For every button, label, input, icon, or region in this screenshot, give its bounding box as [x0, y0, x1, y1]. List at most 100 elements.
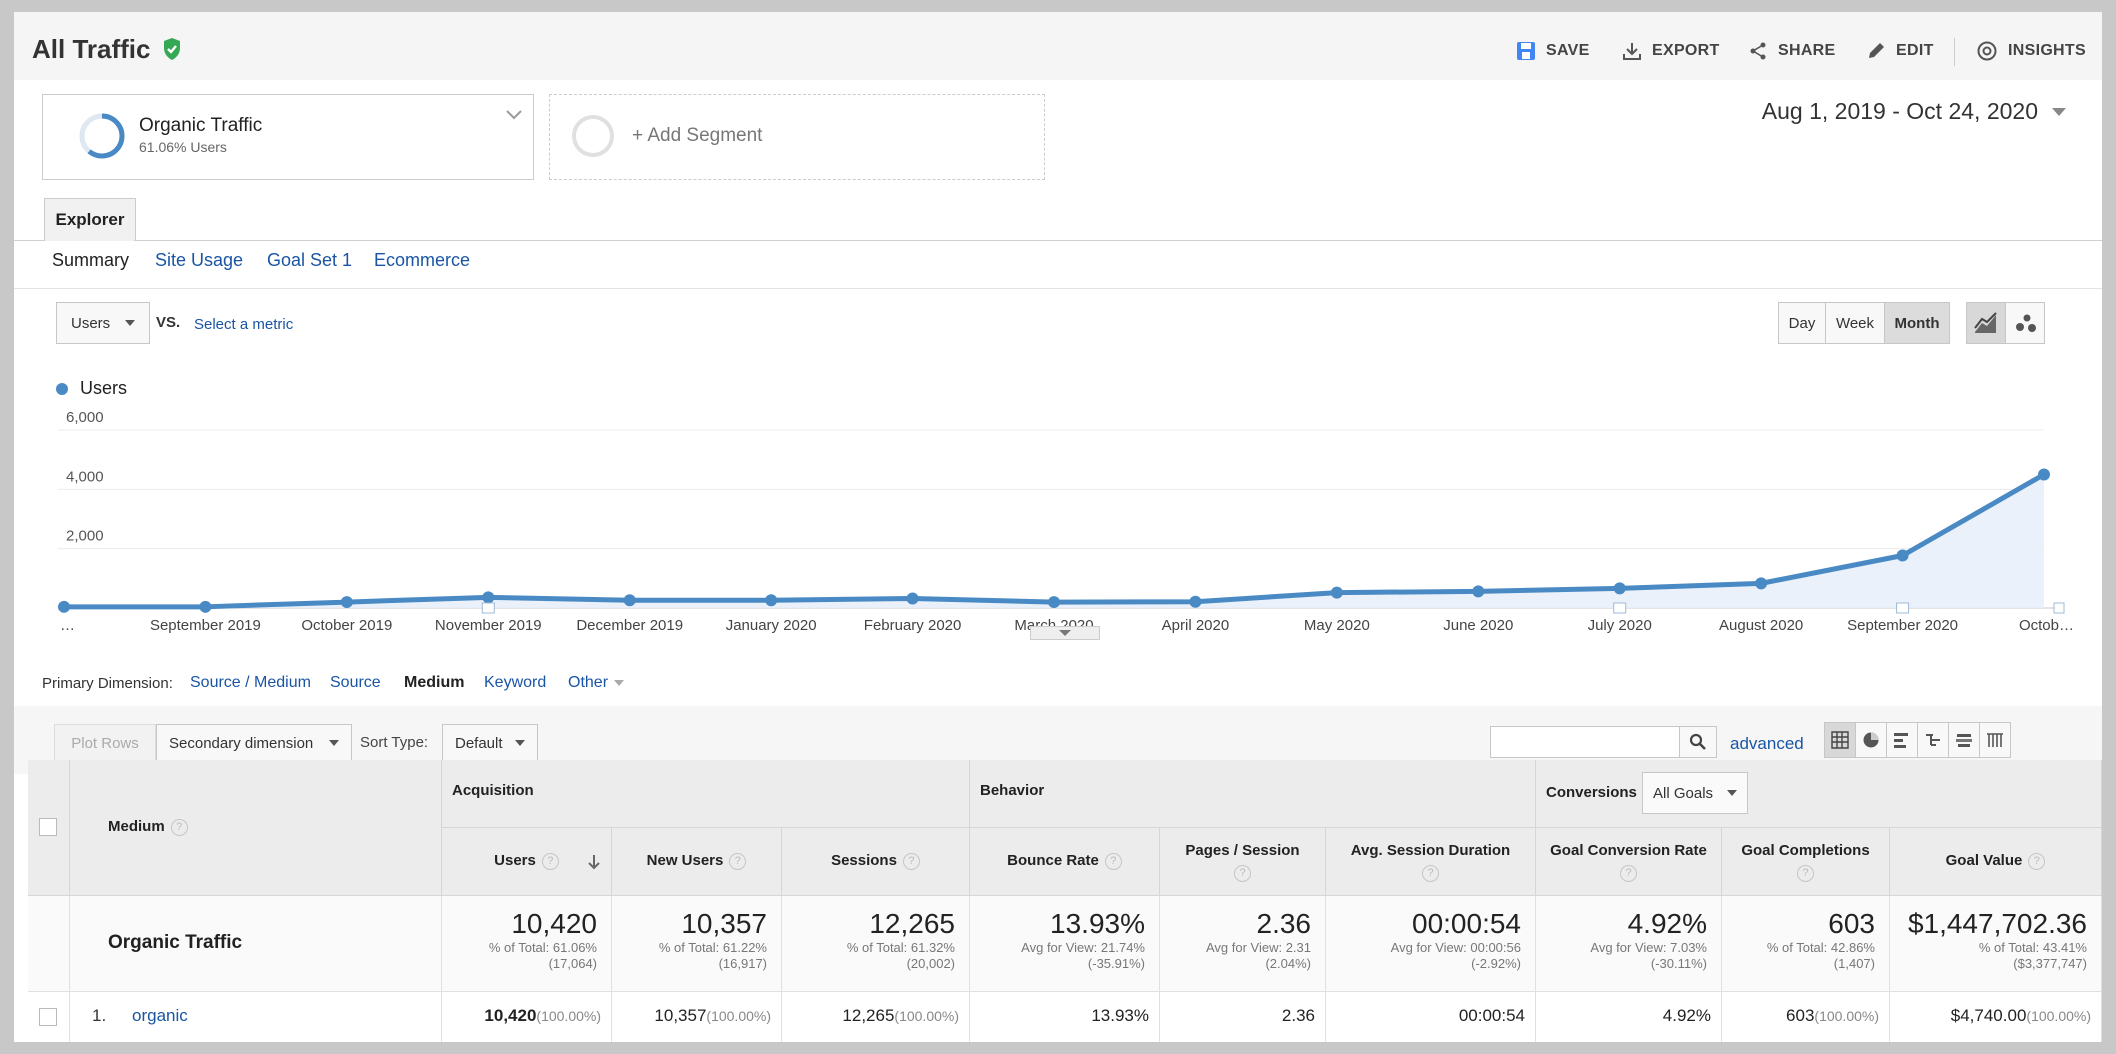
metric-column-label: Users [494, 852, 536, 869]
table-view-comparison-button[interactable] [1917, 722, 1949, 758]
table-view-pie-button[interactable] [1855, 722, 1887, 758]
dimension-other[interactable]: Other [568, 674, 625, 692]
subtab-goal-set-1[interactable]: Goal Set 1 [267, 250, 353, 270]
metric-column-label: Sessions [831, 852, 897, 869]
subtab-site-usage[interactable]: Site Usage [155, 250, 244, 270]
table-view-performance-button[interactable] [1886, 722, 1918, 758]
table-cell: 2.36 [1160, 992, 1326, 1042]
totals-comparison: Avg for View: 7.03% [1590, 940, 1707, 955]
chevron-down-icon[interactable] [505, 109, 523, 121]
insights-button[interactable]: INSIGHTS [1976, 38, 2086, 64]
medium-column-header[interactable]: Medium? [70, 760, 442, 896]
x-tick-label: June 2020 [1443, 617, 1513, 634]
goal-select[interactable]: All Goals [1642, 772, 1748, 814]
save-button[interactable]: SAVE [1516, 38, 1590, 64]
row-checkbox-cell [28, 992, 70, 1042]
totals-value: 4.92% [1627, 908, 1707, 939]
share-label: SHARE [1778, 42, 1836, 59]
tab-divider-left [14, 240, 44, 241]
conversions-label: Conversions [1546, 784, 1637, 801]
secondary-dimension-select[interactable]: Secondary dimension [156, 724, 352, 762]
date-range-picker[interactable]: Aug 1, 2019 - Oct 24, 2020 [1762, 98, 2066, 125]
metric-column-header-content: Sessions? [782, 852, 969, 870]
table-view-data-button[interactable] [1824, 722, 1856, 758]
sort-type-select[interactable]: Default [442, 724, 538, 762]
help-icon: ? [1104, 852, 1122, 870]
metric-column-header[interactable]: Sessions? [782, 828, 970, 896]
metric-column-label: New Users [646, 852, 724, 869]
granularity-month-button[interactable]: Month [1884, 302, 1950, 344]
advanced-filter-link[interactable]: advanced [1730, 734, 1804, 753]
x-tick-label: September 2019 [150, 617, 261, 634]
metric-column-header[interactable]: New Users? [612, 828, 782, 896]
row-medium-link[interactable]: organic [132, 1006, 188, 1025]
table-view-term-cloud-button[interactable] [1948, 722, 1980, 758]
data-point [1896, 549, 1909, 562]
granularity-day-button[interactable]: Day [1778, 302, 1826, 344]
caret-down-icon [515, 740, 525, 746]
save-label: SAVE [1546, 42, 1590, 59]
metric-column-header[interactable]: Bounce Rate? [970, 828, 1160, 896]
help-icon: ? [2028, 852, 2046, 870]
metric-column-header[interactable]: Goal Conversion Rate? [1536, 828, 1722, 896]
date-range-text: Aug 1, 2019 - Oct 24, 2020 [1761, 98, 2038, 124]
dimension-medium[interactable]: Medium [404, 674, 465, 691]
data-point [199, 600, 212, 613]
chart-resize-handle[interactable] [1030, 626, 1100, 640]
x-tick-label: October 2019 [301, 617, 392, 634]
medium-header-label: Medium [108, 818, 165, 835]
data-point [765, 594, 778, 607]
table-search-button[interactable] [1679, 726, 1717, 758]
granularity-week-button[interactable]: Week [1825, 302, 1885, 344]
export-button[interactable]: EXPORT [1622, 38, 1720, 64]
page-title-text: All Traffic [32, 34, 151, 64]
totals-comparison: % of Total: 61.22% [658, 940, 767, 955]
subtab-ecommerce[interactable]: Ecommerce [374, 250, 471, 270]
metric-column-header[interactable]: Pages / Session? [1160, 828, 1326, 896]
line-chart-view-button[interactable] [1966, 302, 2006, 344]
metric-column-label: Bounce Rate [1007, 852, 1099, 869]
add-segment-circle-icon [572, 115, 614, 157]
select-metric-link[interactable]: Select a metric [194, 316, 294, 333]
segment-organic-traffic[interactable]: Organic Traffic 61.06% Users [42, 94, 534, 180]
metric-column-header[interactable]: Avg. Session Duration? [1326, 828, 1536, 896]
segment-name: Organic Traffic [139, 115, 263, 136]
dimension-source[interactable]: Source [330, 674, 381, 691]
metric-column-header[interactable]: Users? [442, 828, 612, 896]
cell-percentage: (100.00%) [536, 1008, 601, 1024]
table-view-pivot-button[interactable] [1979, 722, 2011, 758]
metric-column-header[interactable]: Goal Completions? [1722, 828, 1890, 896]
edit-button[interactable]: EDIT [1866, 38, 1934, 64]
totals-cell: 4.92% Avg for View: 7.03% (-30.11%) [1536, 896, 1722, 992]
subtab-summary[interactable]: Summary [52, 250, 130, 270]
metric-column-header-content: Goal Value? [1890, 852, 2101, 870]
dimension-source-medium[interactable]: Source / Medium [190, 674, 311, 691]
motion-chart-view-button[interactable] [2005, 302, 2045, 344]
data-point [1755, 577, 1768, 590]
share-button[interactable]: SHARE [1748, 38, 1836, 64]
x-tick-label: February 2020 [864, 617, 962, 634]
dimension-keyword[interactable]: Keyword [484, 674, 547, 691]
share-icon [1750, 42, 1766, 60]
cell-value: 603 [1786, 1006, 1815, 1025]
metric-select[interactable]: Users [56, 302, 150, 344]
tab-explorer[interactable]: Explorer [44, 198, 136, 241]
help-icon: ? [1422, 864, 1439, 882]
metric-column-header-content: Goal Conversion Rate? [1536, 840, 1721, 884]
table-cell: $4,740.00(100.00%) [1890, 992, 2102, 1042]
caret-down-icon [614, 680, 625, 686]
select-all-checkbox[interactable] [39, 818, 57, 836]
totals-overall: (-2.92%) [1471, 956, 1521, 971]
plot-rows-button[interactable]: Plot Rows [54, 724, 156, 762]
page-title: All Traffic [32, 34, 182, 65]
add-segment-button[interactable]: + Add Segment [549, 94, 1045, 180]
totals-value: 00:00:54 [1412, 908, 1521, 939]
row-checkbox[interactable] [39, 1008, 57, 1026]
acquisition-label: Acquisition [452, 782, 534, 799]
metric-column-header[interactable]: Goal Value? [1890, 828, 2102, 896]
row-index: 1. [92, 1006, 107, 1025]
table-search-input[interactable] [1490, 726, 1680, 758]
metric-column-label: Goal Completions [1741, 842, 1870, 859]
totals-comparison: % of Total: 61.32% [846, 940, 955, 955]
goal-select-value: All Goals [1653, 784, 1714, 802]
